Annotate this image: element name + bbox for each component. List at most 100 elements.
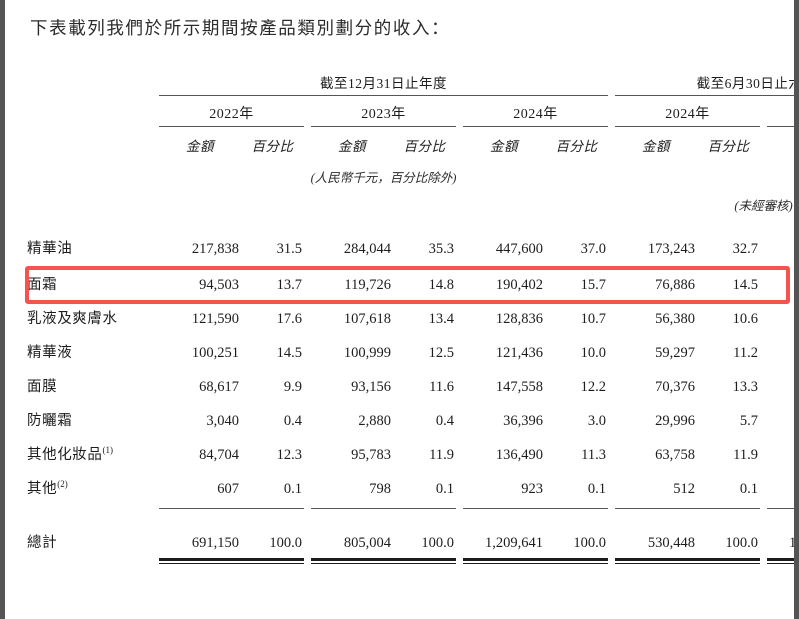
unit-note-spacer (615, 157, 794, 187)
gap (760, 226, 767, 264)
footnote-marker-1: (1) (102, 445, 114, 456)
table-row: 防曬霜 3,040 0.4 2,880 0.4 36,396 3.0 29,99… (27, 400, 794, 434)
row-label-lotion-toner: 乳液及爽膚水 (27, 311, 118, 327)
cell-value: 121,590 (191, 311, 239, 327)
cell-value: 0.1 (587, 481, 606, 497)
gap (304, 298, 311, 332)
cell-value: 0.4 (283, 413, 302, 429)
table-row: 乳液及爽膚水 121,590 17.6 107,618 13.4 128,836… (27, 298, 794, 332)
cell-value: 121,436 (495, 345, 543, 361)
subheader-amount-2022: 金額 (186, 139, 214, 154)
cell-value: 512 (673, 481, 695, 497)
subtotal-rule (241, 502, 304, 509)
total-value: 100.0 (573, 535, 606, 551)
table-row: 其他化妝品(1) 84,704 12.3 95,783 11.9 136,490… (27, 434, 794, 468)
cell-value: 76,886 (655, 277, 695, 293)
gap-4 (760, 96, 767, 127)
gap (456, 298, 463, 332)
total-value: 691,150 (191, 535, 239, 551)
gap (456, 525, 463, 555)
gap-7 (608, 127, 615, 158)
row-label-other: 其他(2) (27, 468, 159, 502)
cell-value: 173,243 (647, 241, 695, 257)
cell-value: 35.3 (428, 241, 454, 257)
year-header-2024-interim: 2024年 (615, 95, 760, 127)
gap (760, 298, 767, 332)
year-header-2023: 2023年 (311, 95, 456, 127)
total-double-rule (545, 555, 608, 564)
subtotal-rule-row (27, 502, 794, 509)
gap (608, 502, 615, 509)
gap (304, 434, 311, 468)
total-double-rule (615, 555, 697, 564)
subheader-amount-2024i: 金額 (642, 139, 670, 154)
cell-value: 107,618 (343, 311, 391, 327)
cell-value: 31.5 (276, 241, 302, 257)
cell-value: 11.9 (733, 447, 758, 463)
cell-value: 13.3 (732, 379, 758, 395)
cell-value: 42,075 (767, 400, 794, 434)
row-label-essence: 精華液 (27, 345, 73, 361)
subtotal-rule (463, 502, 545, 509)
cell-value: 284,044 (343, 241, 391, 257)
cell-value: 10.0 (580, 345, 606, 361)
spacer-row (27, 509, 794, 525)
gap (304, 468, 311, 502)
cell-value: 2,880 (358, 413, 391, 429)
gap (456, 226, 463, 264)
unaudited-note-row: (未經審核) (27, 187, 794, 226)
total-double-rule (393, 555, 456, 564)
gap-6 (456, 127, 463, 158)
subtotal-rule (697, 502, 760, 509)
cell-value: 128,836 (495, 311, 543, 327)
table-row: 面霜 94,503 13.7 119,726 14.8 190,402 15.7… (27, 264, 794, 298)
subheader-amount-2024a: 金額 (490, 139, 518, 154)
gap (456, 468, 463, 502)
sub-header-row: 金額 百分比 金額 百分比 金額 百分比 金額 百分比 金額 百分比 (27, 127, 794, 158)
total-value: 530,448 (647, 535, 695, 551)
cell-value: 15.7 (580, 277, 606, 293)
cell-value: 217,838 (191, 241, 239, 257)
gap (760, 400, 767, 434)
gap (304, 366, 311, 400)
cell-value: 798 (369, 481, 391, 497)
total-double-rule (697, 555, 760, 564)
gap (608, 400, 615, 434)
subheader-percent-2023: 百分比 (403, 139, 446, 154)
gap (760, 264, 767, 298)
table-row: 精華液 100,251 14.5 100,999 12.5 121,436 10… (27, 332, 794, 366)
cell-value: 100,999 (343, 345, 391, 361)
gap (304, 226, 311, 264)
cell-value: 447,600 (495, 241, 543, 257)
cell-value: 94,997 (767, 366, 794, 400)
year-header-2022: 2022年 (159, 95, 304, 127)
unit-note: (人民幣千元，百分比除外) (310, 171, 457, 185)
gap (760, 366, 767, 400)
total-value: 1,051,768 (789, 535, 799, 551)
group-header-annual: 截至12月31日止年度 (159, 72, 608, 96)
empty-corner (27, 72, 159, 96)
gap-9 (608, 157, 615, 187)
subheader-percent-2024a: 百分比 (555, 139, 598, 154)
unit-note-row: (人民幣千元，百分比除外) (27, 157, 794, 187)
gap (304, 332, 311, 366)
subtotal-rule (767, 502, 794, 509)
cell-value: 607 (217, 481, 239, 497)
subheader-amount-2023: 金額 (338, 139, 366, 154)
gap (760, 525, 767, 555)
cell-value: 56,380 (655, 311, 695, 327)
empty-corner-2 (27, 96, 159, 127)
cell-value: 478,592 (767, 226, 794, 264)
total-double-rule (311, 555, 393, 564)
gap (456, 502, 463, 509)
cell-value: 93,156 (351, 379, 391, 395)
row-label-mask: 面膜 (27, 379, 58, 395)
subtotal-rule (545, 502, 608, 509)
total-value: 100.0 (269, 535, 302, 551)
cell-value: 94,503 (199, 277, 239, 293)
cell-value: 12.3 (276, 447, 302, 463)
cell-value: 5.7 (739, 413, 758, 429)
cell-value: 32.7 (732, 241, 758, 257)
page-content: 下表載列我們於所示期間按產品類別劃分的收入： 截至12月31日止年度 截至6月3… (5, 0, 794, 619)
